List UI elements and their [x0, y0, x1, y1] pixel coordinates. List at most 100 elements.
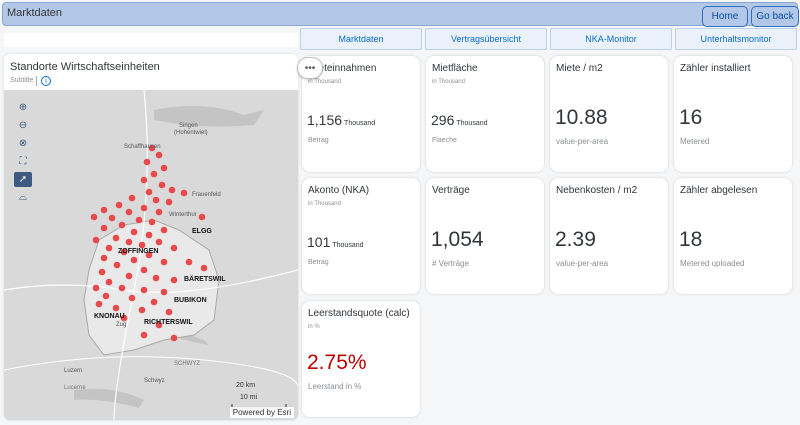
location-marker[interactable] — [140, 331, 148, 339]
location-marker[interactable] — [158, 181, 166, 189]
tab-unterhaltsmonitor[interactable]: Unterhaltsmonitor — [675, 28, 797, 50]
tile-title: Zähler installiert — [680, 63, 751, 74]
location-marker[interactable] — [115, 201, 123, 209]
location-marker[interactable] — [200, 264, 208, 272]
location-marker[interactable] — [125, 238, 133, 246]
zoom-in-icon[interactable]: ⊕ — [18, 102, 28, 113]
kpi-tile-akonto[interactable]: Akonto (NKA) in Thousand 101 Thousand Bet… — [302, 178, 420, 294]
location-marker[interactable] — [180, 189, 188, 197]
powered-by-esri[interactable]: Powered by Esri — [229, 407, 294, 418]
zoom-out-icon[interactable]: ⊖ — [18, 120, 28, 131]
location-marker[interactable] — [170, 244, 178, 252]
location-marker[interactable] — [165, 308, 173, 316]
location-marker[interactable] — [105, 278, 113, 286]
location-marker[interactable] — [170, 276, 178, 284]
location-marker[interactable] — [130, 228, 138, 236]
location-marker[interactable] — [152, 274, 160, 282]
kpi-tile-miete-m2[interactable]: Miete / m2 10.88 value-per-area — [550, 56, 668, 172]
location-marker[interactable] — [105, 244, 113, 252]
location-marker[interactable] — [160, 226, 168, 234]
place-label: Schaffhausen — [124, 144, 161, 150]
kpi-tile-zaehler-abgelesen[interactable]: Zähler abgelesen 18 Metered uploaded — [674, 178, 792, 294]
location-marker[interactable] — [198, 213, 206, 221]
location-marker[interactable] — [100, 206, 108, 214]
location-marker[interactable] — [113, 261, 121, 269]
tab-marktdaten[interactable]: Marktdaten — [300, 28, 422, 50]
region-boundary — [83, 219, 220, 356]
location-marker[interactable] — [125, 272, 133, 280]
place-label: Frauenfeld — [192, 192, 221, 198]
location-marker[interactable] — [138, 241, 146, 249]
location-marker[interactable] — [120, 314, 128, 322]
location-marker[interactable] — [155, 208, 163, 216]
tab-nka-monitor[interactable]: NKA-Monitor — [550, 28, 672, 50]
kpi-tile-mieteinnahmen[interactable]: Mieteinnahmen in Thousand 1,156 Thousand … — [302, 56, 420, 172]
location-marker[interactable] — [152, 196, 160, 204]
location-marker[interactable] — [108, 214, 116, 222]
go-back-button[interactable]: Go back — [751, 6, 799, 27]
location-marker[interactable] — [100, 254, 108, 262]
location-marker[interactable] — [92, 284, 100, 292]
kpi-tile-mietflaeche[interactable]: Mietfläche in Thousand 296 Thousand Flaec… — [426, 56, 544, 172]
location-marker[interactable] — [145, 251, 153, 259]
location-marker[interactable] — [90, 213, 98, 221]
location-marker[interactable] — [100, 224, 108, 232]
location-marker[interactable] — [160, 164, 168, 172]
location-marker[interactable] — [138, 306, 146, 314]
location-marker[interactable] — [155, 238, 163, 246]
place-label: BÄRETSWIL — [184, 275, 226, 283]
location-marker[interactable] — [145, 231, 153, 239]
tile-footer: Metered uploaded — [680, 259, 745, 268]
kpi-tile-nebenkosten-m2[interactable]: Nebenkosten / m2 2.39 value-per-area — [550, 178, 668, 294]
location-marker[interactable] — [155, 321, 163, 329]
location-marker[interactable] — [95, 300, 103, 308]
location-marker[interactable] — [98, 268, 106, 276]
map-canvas[interactable]: Singen (Hohentwiel) Schaffhausen Frauenf… — [4, 89, 298, 420]
road-line — [113, 89, 148, 420]
location-marker[interactable] — [130, 256, 138, 264]
tile-title: Mieteinnahmen — [308, 63, 377, 74]
place-label: Singen — [179, 123, 198, 129]
location-marker[interactable] — [140, 204, 148, 212]
location-marker[interactable] — [185, 258, 193, 266]
location-marker[interactable] — [118, 221, 126, 229]
location-marker[interactable] — [112, 304, 120, 312]
location-marker[interactable] — [135, 216, 143, 224]
location-marker[interactable] — [92, 236, 100, 244]
select-arrow-icon[interactable]: ➚ — [14, 172, 32, 187]
reset-view-icon[interactable]: ⊗ — [18, 138, 28, 149]
location-marker[interactable] — [112, 234, 120, 242]
location-marker[interactable] — [148, 218, 156, 226]
tile-value: 296 Thousand — [431, 112, 488, 128]
home-button[interactable]: Home — [702, 6, 748, 27]
location-marker[interactable] — [120, 248, 128, 256]
location-marker[interactable] — [102, 292, 110, 300]
location-marker[interactable] — [150, 170, 158, 178]
location-marker[interactable] — [140, 266, 148, 274]
location-marker[interactable] — [128, 294, 136, 302]
location-marker[interactable] — [148, 144, 156, 152]
location-marker[interactable] — [118, 284, 126, 292]
lasso-select-icon[interactable]: ⌓ — [19, 192, 27, 203]
location-marker[interactable] — [143, 158, 151, 166]
location-marker[interactable] — [168, 186, 176, 194]
location-marker[interactable] — [150, 298, 158, 306]
more-options-button[interactable]: ••• — [297, 57, 323, 79]
tab-vertragsuebersicht[interactable]: Vertragsübersicht — [425, 28, 547, 50]
kpi-tile-zaehler-installiert[interactable]: Zähler installiert 16 Metered — [674, 56, 792, 172]
place-label: ZOFFINGEN — [118, 248, 158, 255]
location-marker[interactable] — [155, 151, 163, 159]
location-marker[interactable] — [140, 286, 148, 294]
location-marker[interactable] — [128, 194, 136, 202]
location-marker[interactable] — [125, 208, 133, 216]
location-marker[interactable] — [145, 188, 153, 196]
location-marker[interactable] — [140, 176, 148, 184]
location-marker[interactable] — [170, 334, 178, 342]
info-icon[interactable]: i — [41, 76, 51, 86]
location-marker[interactable] — [160, 288, 168, 296]
kpi-tile-vertraege[interactable]: Verträge 1,054 # Verträge — [426, 178, 544, 294]
fullscreen-icon[interactable]: ⛶ — [19, 156, 27, 167]
kpi-tile-leerstandsquote[interactable]: Leerstandsquote (calc) in % 2.75% Leerst… — [302, 301, 420, 417]
location-marker[interactable] — [160, 258, 168, 266]
location-marker[interactable] — [165, 198, 173, 206]
